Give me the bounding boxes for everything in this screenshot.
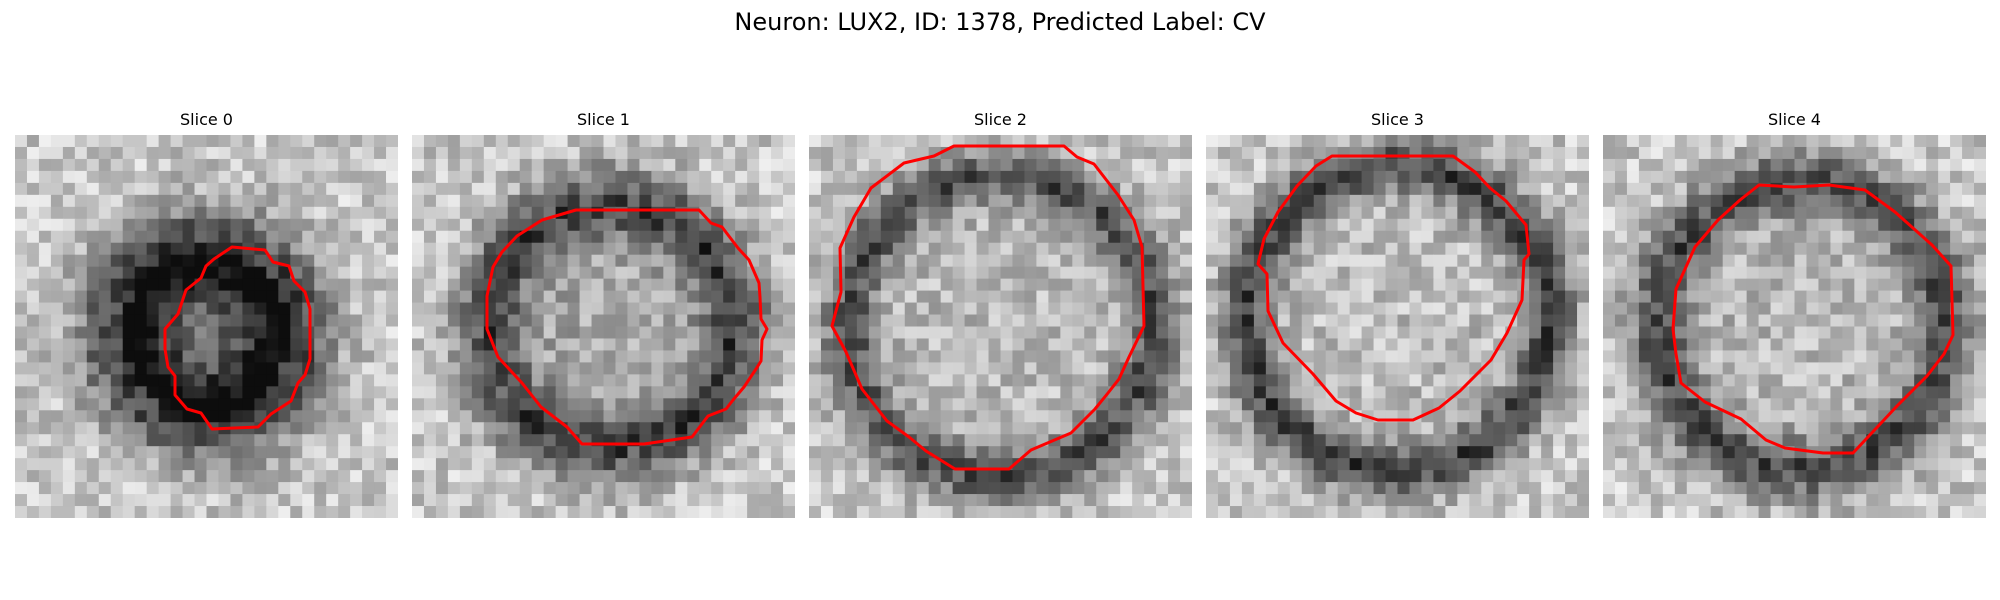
figure-title: Neuron: LUX2, ID: 1378, Predicted Label:… [0,6,2000,38]
slice-image-1 [412,135,795,518]
slice-title-4: Slice 4 [1603,108,1986,132]
grayscale-pixels [1603,135,1986,518]
slice-title-1: Slice 1 [412,108,795,132]
slice-panel-1: Slice 1 [412,108,795,518]
slice-title-3: Slice 3 [1206,108,1589,132]
grayscale-pixels [412,135,795,518]
slice-panel-0: Slice 0 [15,108,398,518]
slice-panel-2: Slice 2 [809,108,1192,518]
slice-title-2: Slice 2 [809,108,1192,132]
grayscale-pixels [15,135,398,518]
slice-title-0: Slice 0 [15,108,398,132]
slice-image-3 [1206,135,1589,518]
slice-image-4 [1603,135,1986,518]
slice-image-2 [809,135,1192,518]
slice-image-0 [15,135,398,518]
slice-panel-3: Slice 3 [1206,108,1589,518]
slice-panel-4: Slice 4 [1603,108,1986,518]
grayscale-pixels [809,135,1192,518]
grayscale-pixels [1206,135,1589,518]
